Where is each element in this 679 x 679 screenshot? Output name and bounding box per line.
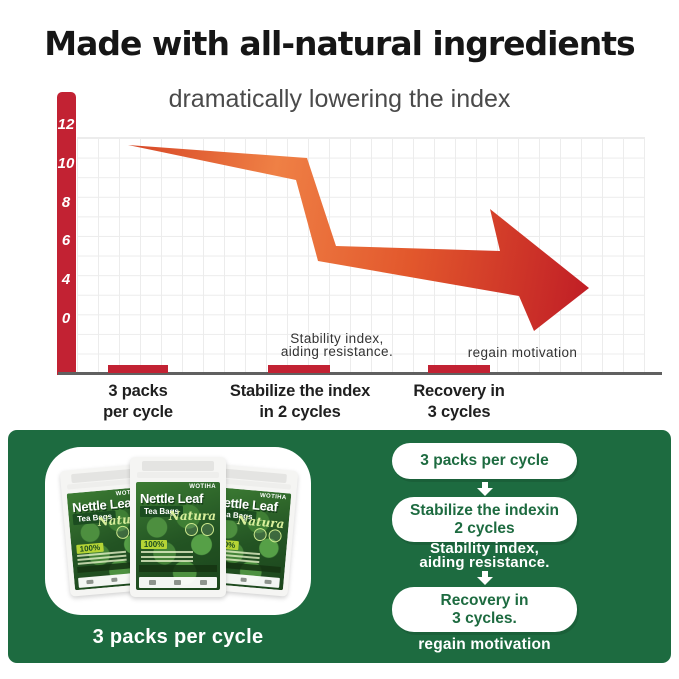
panel-caption: 3 packs per cycle	[92, 626, 264, 648]
badge-circle-icon	[115, 524, 130, 539]
page-title: Made with all-natural ingredients	[44, 24, 635, 63]
package-seal-strip	[136, 472, 220, 478]
bullet-line	[140, 559, 194, 562]
tea-package-center: WOTIHA Nettle Leaf Tea Bags Natura 100%	[130, 457, 226, 597]
brand-logo: WOTIHA	[189, 484, 217, 491]
y-axis-bar	[57, 92, 76, 375]
netweight-band	[139, 565, 217, 572]
x-tick-bar-3	[428, 365, 490, 373]
package-label: WOTIHA Nettle Leaf Tea Bags Natura 100%	[135, 482, 221, 590]
chart-subtitle: dramatically lowering the index	[168, 85, 511, 113]
y-tick-12: 12	[57, 116, 75, 133]
flow-note-2: regain motivation	[418, 636, 551, 653]
x-axis-line	[58, 372, 662, 375]
annotation-regain: regain motivation	[467, 345, 578, 360]
package-seal	[141, 461, 215, 471]
cup-icon	[148, 580, 156, 585]
product-name: Nettle Leaf	[139, 490, 204, 506]
time-icon	[200, 580, 208, 585]
flow-step-3: Recovery in 3 cycles.	[392, 587, 577, 632]
product-panel: WOTIHA Nettle Leaf Tea Bags Natura 100%	[8, 430, 671, 663]
flow-step-2: Stabilize the indexin 2 cycles	[392, 497, 577, 542]
brew-info-strip	[139, 577, 217, 588]
x-tick-bar-2	[268, 365, 330, 373]
product-subname: Tea Bags	[139, 505, 183, 517]
y-tick-10: 10	[57, 155, 75, 172]
cup-icon	[86, 579, 94, 585]
natura-script: Natura	[168, 509, 217, 524]
arrow-down-icon	[476, 571, 493, 585]
percent-badge: 100%	[140, 540, 168, 550]
y-tick-8: 8	[61, 194, 71, 211]
time-icon	[264, 579, 272, 585]
y-tick-0: 0	[61, 310, 71, 327]
bullet-line	[140, 551, 194, 554]
temp-icon	[240, 577, 248, 583]
arrow-down-icon	[476, 482, 493, 496]
annotation-stability: Stability index, aiding resistance.	[280, 331, 394, 359]
x-label-3: Recovery in 3 cycles	[413, 382, 505, 421]
badge-circle-icon	[185, 523, 199, 537]
y-tick-6: 6	[61, 232, 71, 249]
x-label-2: Stabilize the index in 2 cycles	[229, 382, 371, 421]
temp-icon	[110, 577, 118, 583]
flow-step-1: 3 packs per cycle	[392, 443, 577, 479]
x-tick-bar-1	[108, 365, 168, 373]
badge-circle-icon	[201, 523, 215, 537]
flow-note-1: Stability index, aiding resistance.	[419, 540, 550, 571]
bullet-line	[140, 555, 194, 558]
y-tick-4: 4	[61, 271, 71, 288]
x-label-1: 3 packs per cycle	[103, 382, 173, 421]
product-image-box: WOTIHA Nettle Leaf Tea Bags Natura 100%	[45, 447, 311, 615]
temp-icon	[174, 580, 182, 585]
